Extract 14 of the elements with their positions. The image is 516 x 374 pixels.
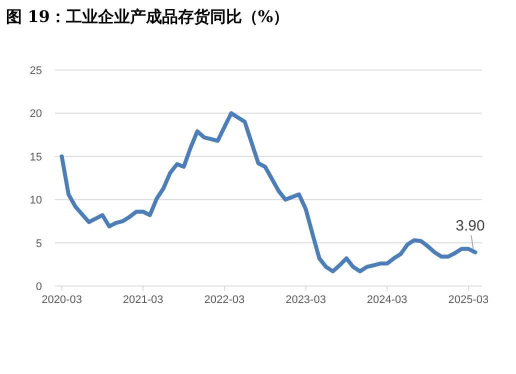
annotation: 3.90	[456, 217, 485, 234]
chart-title: 图 19：工业企业产成品存货同比（%）	[6, 7, 290, 26]
y-tick-label: 25	[30, 65, 42, 77]
y-tick-label: 5	[36, 238, 42, 250]
x-tick-label: 2021-03	[122, 294, 164, 306]
x-tick-label: 2020-03	[42, 294, 82, 306]
x-tick-label: 2023-03	[286, 294, 326, 306]
y-tick-label: 10	[30, 194, 42, 207]
x-tick-label: 2022-03	[204, 294, 245, 306]
y-tick-label: 0	[36, 281, 42, 293]
y-tick-label: 20	[30, 108, 42, 120]
y-tick-label: 15	[30, 151, 42, 164]
x-tick-label: 2024-03	[366, 294, 408, 306]
x-tick-label: 2025-03	[448, 294, 489, 306]
